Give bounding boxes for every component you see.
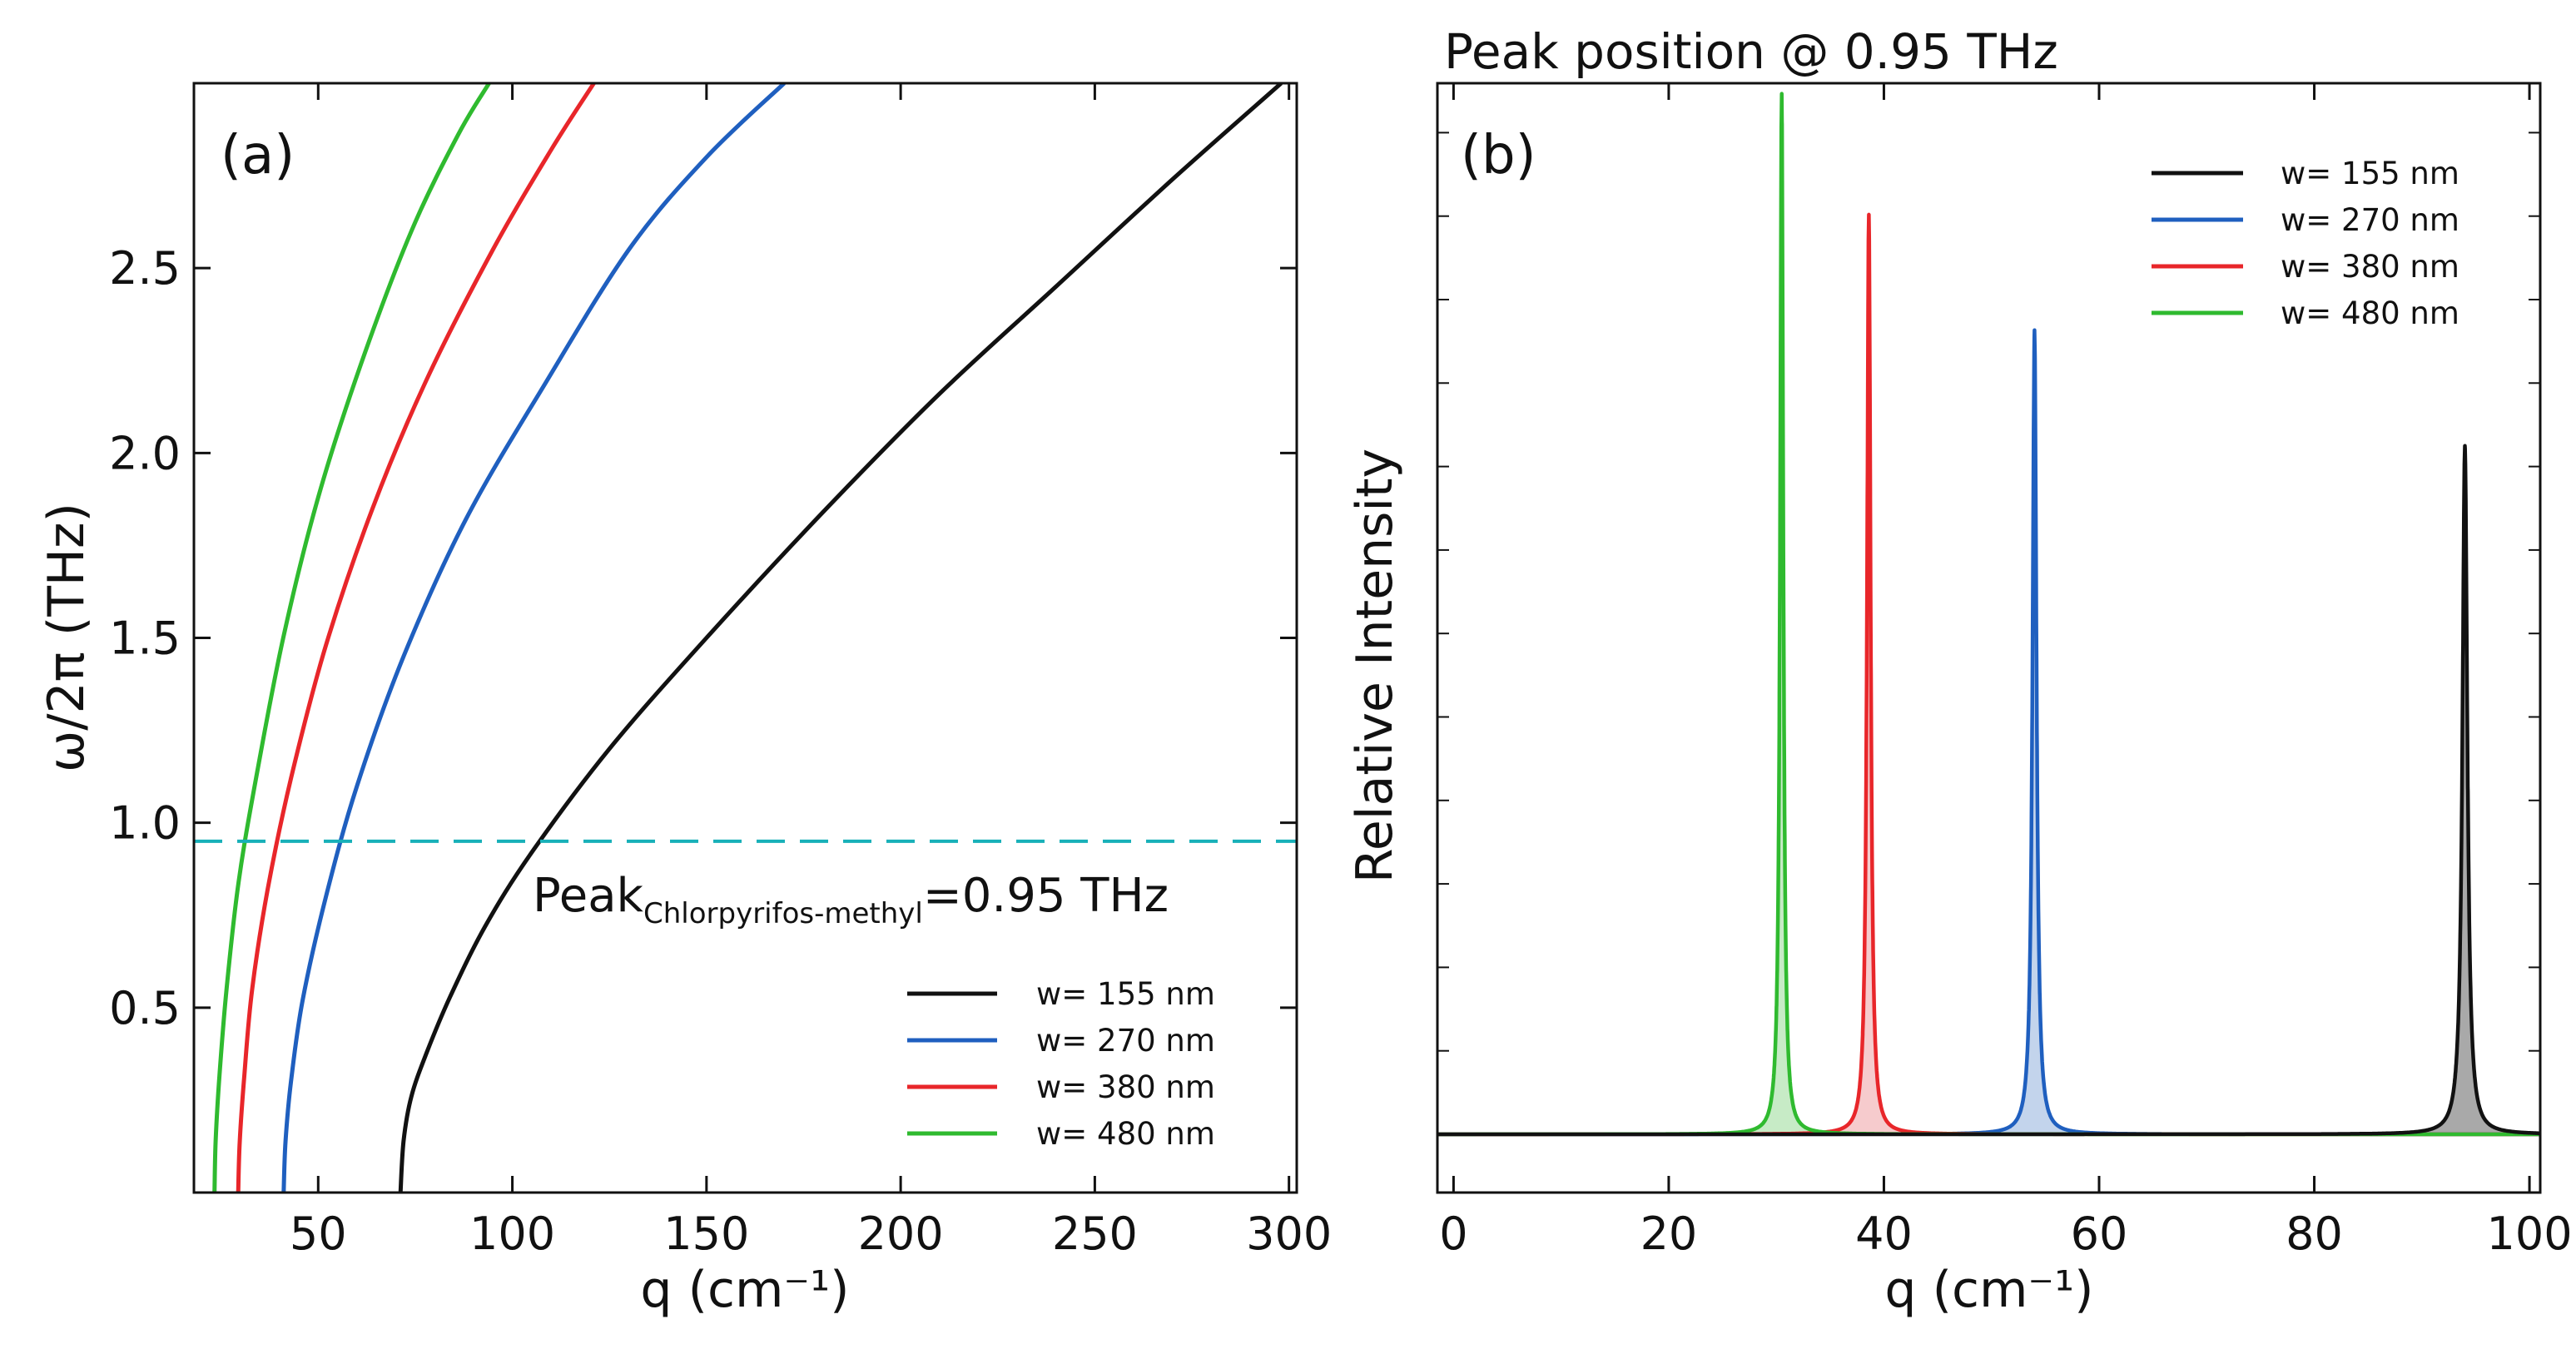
panel-b-x-axis-label: q (cm⁻¹) [1884,1261,2093,1319]
peak-fill-w-155-nm [1437,445,2540,1134]
y-tick-label: 1.5 [109,613,181,665]
panel-a-dispersion-chart: 50 100 150 200 250 300 0.5 1.0 1.5 2.0 2.5 (a) Pea… [37,82,1332,1319]
legend-label-w-380-nm: w= 380 nm [1036,1069,1215,1105]
legend-label-w-270-nm: w= 270 nm [2281,202,2459,238]
panel-a-label: (a) [221,125,295,186]
panel-b-frame [1436,82,2542,1194]
y-tick-label: 2.5 [109,242,181,295]
panel-b-legend: w= 155 nm w= 270 nm w= 380 nm w= 480 nm [2152,156,2459,331]
panel-b-intensity-chart: Peak position @ 0.95 THz 0 20 40 60 80 100 (b… [1346,23,2573,1319]
x-tick-label: 200 [858,1208,944,1260]
legend-label-w-270-nm: w= 270 nm [1036,1023,1215,1059]
dispersion-curve-w-270-nm [281,83,786,1193]
x-tick-label: 20 [1640,1208,1698,1260]
peak-fill-w-380-nm [1437,214,2540,1134]
legend-label-w-480-nm: w= 480 nm [2281,295,2459,331]
peak-annotation: PeakChlorpyrifos-methyl=0.95 THz [533,869,1169,930]
x-tick-label: 100 [469,1208,555,1260]
peak-curve-w-270-nm [1437,328,2540,1137]
x-tick-label: 150 [663,1208,749,1260]
y-tick-label: 1.0 [109,797,181,850]
x-tick-label: 80 [2286,1208,2343,1260]
dispersion-curve-w-480-nm [212,83,491,1193]
peak-annotation-value: =0.95 THz [923,869,1169,923]
panel-b-title: Peak position @ 0.95 THz [1444,23,2058,80]
legend-label-w-380-nm: w= 380 nm [2281,249,2459,285]
panel-a-x-axis-label: q (cm⁻¹) [640,1261,849,1319]
panel-b-label: (b) [1461,125,1536,186]
dispersion-curve-w-380-nm [236,83,596,1193]
x-tick-label: 250 [1052,1208,1138,1260]
x-tick-label: 300 [1246,1208,1332,1260]
panel-a-legend: w= 155 nm w= 270 nm w= 380 nm w= 480 nm [907,976,1215,1152]
x-tick-label: 60 [2071,1208,2128,1260]
x-tick-label: 50 [290,1208,347,1260]
panel-b-y-axis-label: Relative Intensity [1346,449,1404,883]
peak-annotation-subscript: Chlorpyrifos-methyl [643,897,923,930]
x-tick-label: 40 [1855,1208,1913,1260]
x-tick-label: 0 [1439,1208,1467,1260]
y-tick-label: 2.0 [109,427,181,479]
peak-annotation-text: Peak [533,869,644,923]
legend-label-w-155-nm: w= 155 nm [1036,976,1215,1012]
y-tick-label: 0.5 [109,982,181,1034]
legend-label-w-480-nm: w= 480 nm [1036,1116,1215,1152]
dispersion-curve-w-155-nm [398,83,1283,1193]
x-tick-label: 100 [2487,1208,2573,1260]
panel-a-y-axis-label: ω/2π (THz) [37,503,96,772]
legend-label-w-155-nm: w= 155 nm [2281,156,2459,191]
peak-curve-w-380-nm [1437,212,2540,1137]
peak-fill-w-270-nm [1437,330,2540,1134]
peak-curve-w-155-nm [1437,444,2540,1137]
